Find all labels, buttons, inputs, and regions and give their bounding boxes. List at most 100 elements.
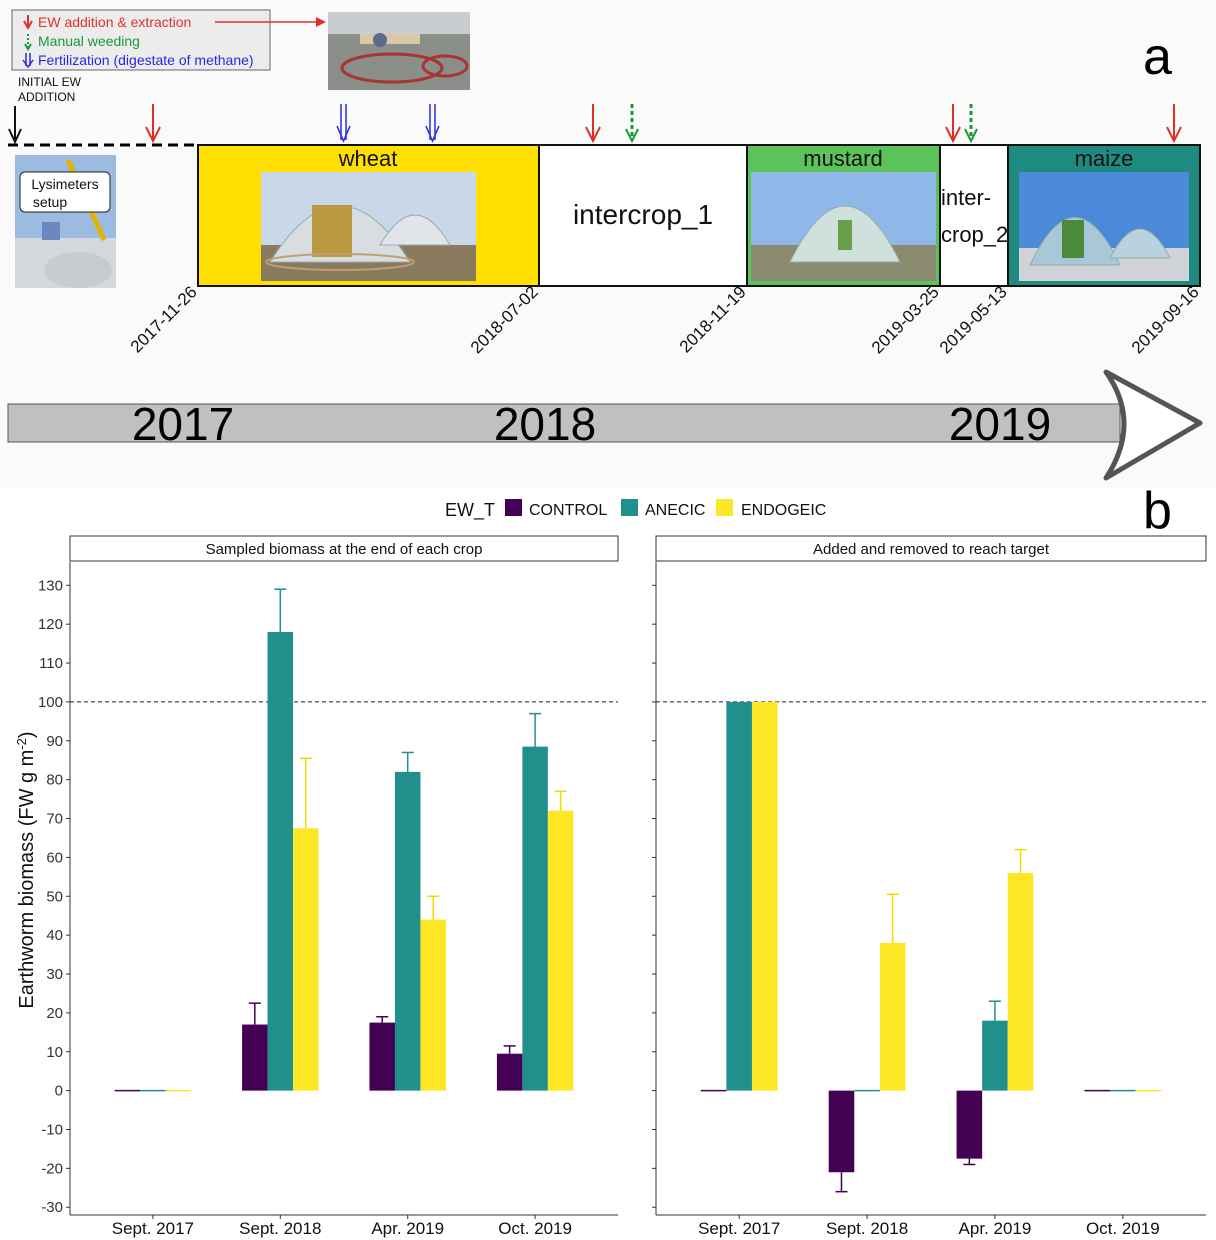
legend-label-control: CONTROL: [529, 502, 607, 519]
x-tick-label: Sept. 2018: [239, 1219, 321, 1238]
setup-label-line2: setup: [33, 194, 67, 210]
bar-anecic: [394, 771, 421, 1091]
extraction-photo: [328, 12, 470, 90]
crop-intercrop2-line1: inter-: [941, 185, 991, 210]
arrow-legend-box: [11, 9, 271, 71]
crop-intercrop1-label: intercrop_1: [573, 199, 713, 230]
facet-strip-left: [69, 535, 619, 562]
weeding-arrow-icon: [24, 34, 32, 51]
y-tick-label: 80: [46, 772, 63, 789]
crop-maize: maize: [1007, 144, 1201, 287]
plot-left: -30 -20 -10 0 10 20 30 40 50 60 70 80 90 100 110 120 130…: [38, 562, 618, 1238]
x-tick-label: Apr. 2019: [959, 1219, 1032, 1238]
year-label: 2018: [494, 398, 596, 450]
y-tick-label: 130: [38, 577, 63, 594]
bar-endogeic: [420, 919, 446, 1091]
bar-anecic: [1110, 1089, 1136, 1092]
crop-intercrop-1: intercrop_1: [538, 144, 748, 287]
fertilization-arrow-icon: [22, 53, 34, 69]
ew-arrow-icon: [1166, 104, 1182, 144]
x-tick-label: Sept. 2017: [698, 1219, 780, 1238]
bar-endogeic: [293, 828, 319, 1091]
x-tick-label: Sept. 2018: [826, 1219, 908, 1238]
bar-control: [114, 1089, 141, 1092]
facet-title-right: Added and removed to reach target: [813, 541, 1050, 558]
panel-b: EW_T CONTROL ANECIC ENDOGEIC b Earthworm…: [14, 482, 1207, 1238]
initial-ew-arrow-icon: [8, 106, 22, 145]
y-tick-label: 70: [46, 811, 63, 828]
y-tick-label: 60: [46, 849, 63, 866]
bar-control: [369, 1022, 395, 1091]
y-tick-label: 120: [38, 616, 63, 633]
bar-control: [242, 1024, 268, 1091]
legend-ew-label: EW addition & extraction: [38, 14, 191, 30]
mustard-photo: [751, 172, 936, 281]
fertilization-arrow-icon: [425, 104, 440, 143]
bar-control: [700, 1089, 727, 1092]
panel-a: EW addition & extraction Manual weeding …: [0, 0, 1216, 488]
x-tick-label: Oct. 2019: [498, 1219, 572, 1238]
crop-maize-label: maize: [1075, 146, 1134, 171]
y-tick-label: 20: [46, 1005, 63, 1022]
legend-title: EW_T: [445, 500, 495, 521]
bar-endogeic: [547, 810, 574, 1091]
bar-control: [828, 1090, 855, 1173]
bar-control: [956, 1090, 983, 1159]
arrow-legend: EW addition & extraction Manual weeding …: [11, 9, 271, 71]
ew-arrow-icon: [23, 15, 33, 31]
bar-anecic: [982, 1020, 1008, 1091]
y-tick-label: 10: [46, 1044, 63, 1061]
bar-endogeic: [165, 1089, 192, 1092]
facet-title-left: Sampled biomass at the end of each crop: [206, 541, 483, 558]
x-tick-label: Sept. 2017: [112, 1219, 194, 1238]
setup-label-line1: Lysimeters: [31, 176, 98, 192]
crop-wheat: wheat: [197, 144, 540, 287]
crop-intercrop-2: inter- crop_2: [939, 144, 1009, 287]
y-tick-label: 50: [46, 888, 63, 905]
year-timeline-bar: 2017 2018 2019: [7, 369, 1203, 481]
legend-swatch-endogeic: [716, 499, 733, 516]
bar-endogeic: [1007, 872, 1034, 1091]
weeding-arrow-icon: [964, 104, 978, 144]
y-tick-label: 100: [38, 694, 63, 711]
crop-intercrop2-line2: crop_2: [941, 222, 1008, 247]
legend-label-anecic: ANECIC: [645, 502, 705, 519]
legend-swatch-anecic: [621, 499, 638, 516]
bar-endogeic: [879, 942, 906, 1091]
ew-arrow-icon: [145, 104, 161, 144]
fertilization-arrow-icon: [336, 104, 351, 143]
initial-ew-line2: ADDITION: [18, 90, 75, 104]
legend-fertilization-label: Fertilization (digestate of methane): [38, 52, 254, 68]
panel-b-label: b: [1143, 482, 1172, 540]
bar-endogeic: [751, 701, 778, 1091]
crop-mustard: mustard: [746, 144, 941, 287]
y-tick-label: 90: [46, 733, 63, 750]
panel-a-label: a: [1143, 28, 1172, 86]
bar-anecic: [522, 746, 548, 1091]
bar-endogeic: [1135, 1089, 1162, 1092]
initial-ew-line1: INITIAL EW: [18, 75, 82, 89]
y-tick-label: 0: [55, 1083, 63, 1100]
bar-control: [1084, 1089, 1111, 1092]
year-label: 2017: [132, 398, 234, 450]
ew-arrow-icon: [945, 104, 961, 144]
legend-swatch-control: [505, 499, 522, 516]
bar-anecic: [267, 631, 294, 1091]
y-tick-label: -30: [41, 1199, 63, 1216]
lysimeter-setup-photo: Lysimeters setup: [15, 155, 116, 288]
weeding-arrow-icon: [625, 104, 639, 144]
crop-mustard-label: mustard: [803, 146, 882, 171]
bar-anecic: [854, 1089, 880, 1092]
y-tick-label: 110: [39, 655, 63, 672]
bar-control: [496, 1053, 523, 1091]
legend-weeding-label: Manual weeding: [38, 33, 140, 49]
crop-wheat-label: wheat: [338, 146, 398, 171]
y-tick-label: 40: [46, 927, 63, 944]
x-tick-label: Apr. 2019: [371, 1219, 444, 1238]
year-label: 2019: [949, 398, 1051, 450]
y-axis-title: Earthworm biomass (FW g m-2): [14, 731, 38, 1008]
plot-right: Sept. 2017 Sept. 2018 Apr. 2019 Oct. 2019: [652, 562, 1206, 1238]
x-tick-label: Oct. 2019: [1086, 1219, 1160, 1238]
wheat-photo: [261, 172, 476, 281]
